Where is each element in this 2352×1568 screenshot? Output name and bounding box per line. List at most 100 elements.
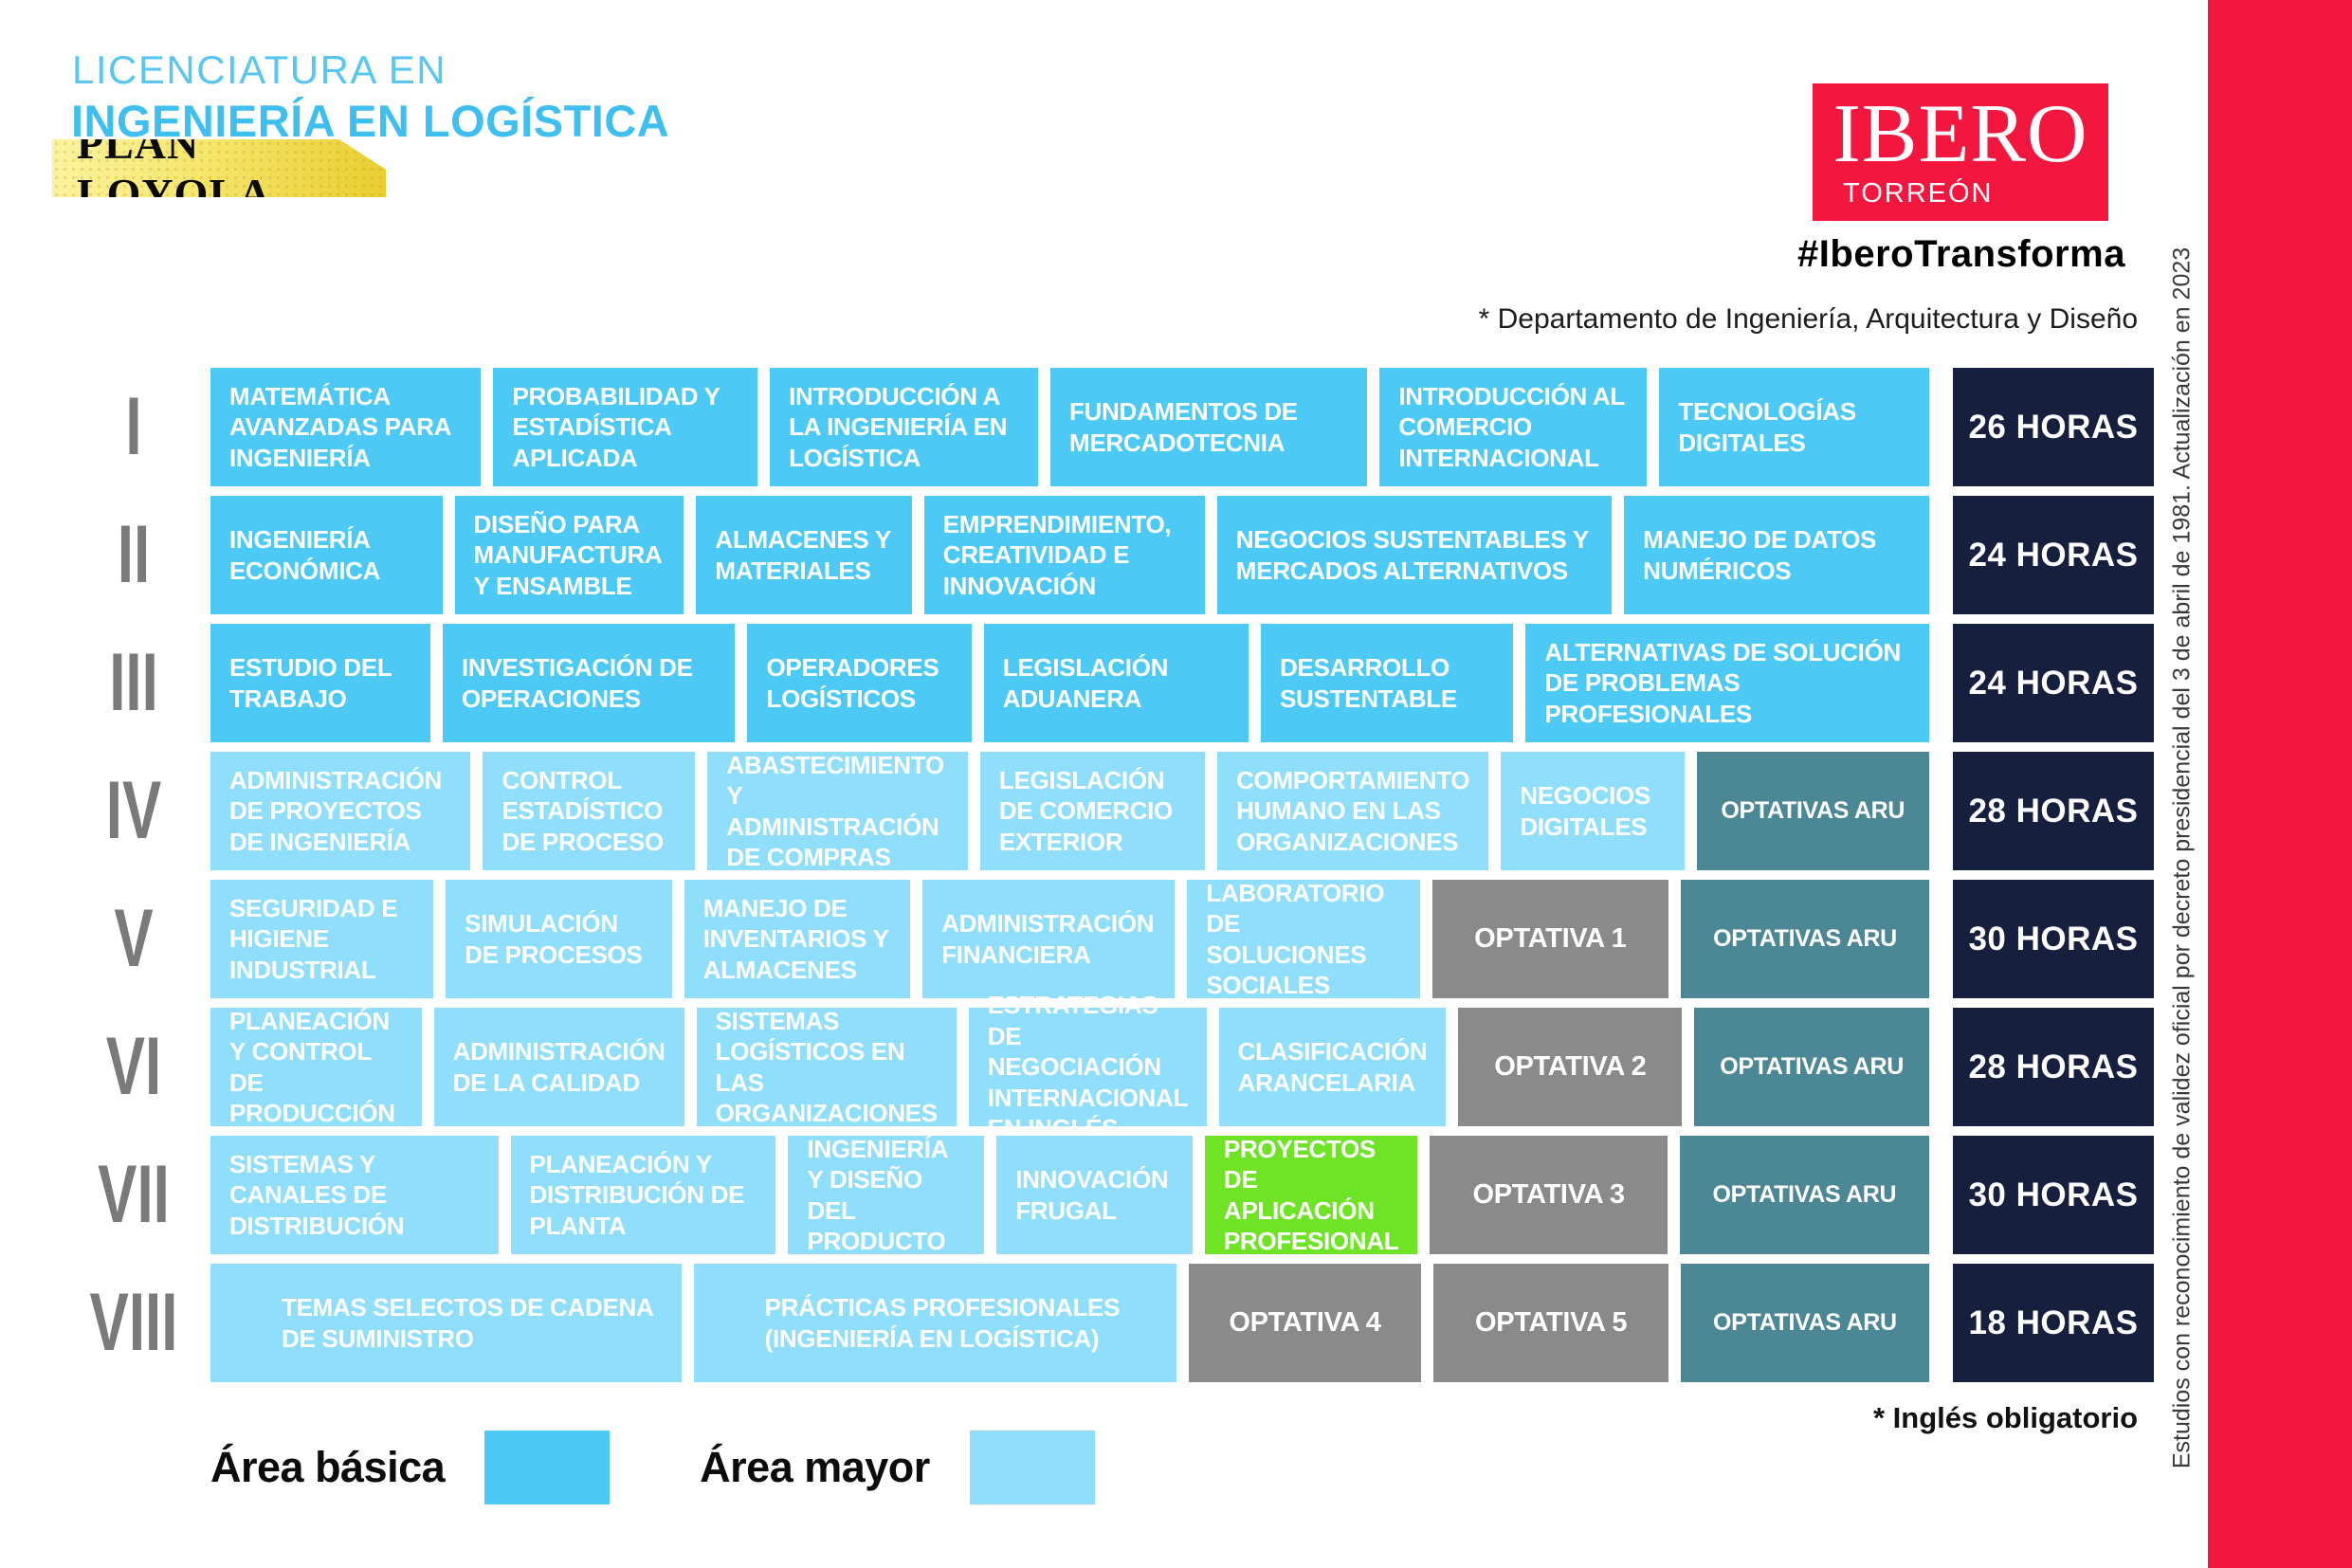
course-block: OPTATIVA 2 [1458,1008,1683,1126]
semester-hours: 28 HORAS [1953,1008,2154,1126]
semester-row: I MATEMÁTICA AVANZADAS PARA INGENIERÍA PRO… [57,368,2154,486]
semester-courses: SEGURIDAD E HIGIENE INDUSTRIAL SIMULACIÓN… [210,879,1929,999]
course-block: MATEMÁTICA AVANZADAS PARA INGENIERÍA [210,368,482,486]
course-block: NEGOCIOS SUSTENTABLES Y MERCADOS ALTERNA… [1216,496,1613,614]
course-block: CLASIFICACIÓN ARANCELARIA [1218,1008,1447,1126]
semester-hours: 24 HORAS [1953,624,2154,742]
semester-row: VII SISTEMAS Y CANALES DE DISTRIBUCIÓN PLA… [57,1135,2154,1255]
course-block: ESTRATEGIAS DE NEGOCIACIÓN INTERNACIONAL… [968,991,1207,1142]
semester-row: IV ADMINISTRACIÓN DE PROYECTOS DE INGENIE… [57,751,2154,871]
semester-hours: 26 HORAS [1953,368,2154,486]
course-block: ALTERNATIVAS DE SOLUCIÓN DE PROBLEMAS PR… [1525,624,1929,742]
course-block: SIMULACIÓN DE PROCESOS [446,880,672,998]
semester-row: II INGENIERÍA ECONÓMICA DISEÑO PARA MANUFA… [57,496,2154,614]
legend-label-mayor: Área mayor [700,1443,930,1491]
degree-prefix: LICENCIATURA EN [72,47,447,92]
course-block: INTRODUCCIÓN AL COMERCIO INTERNACIONAL [1379,368,1648,486]
semester-row: VI PLANEACIÓN Y CONTROL DE PRODUCCIÓN ADMI… [57,991,2154,1142]
english-footnote: * Inglés obligatorio [1872,1401,2138,1434]
course-block: EMPRENDIMIENTO, CREATIVIDAD E INNOVACIÓN [923,496,1205,614]
course-block: ADMINISTRACIÓN DE LA CALIDAD [433,1008,684,1126]
course-block: PROBABILIDAD Y ESTADÍSTICA APLICADA [493,368,758,486]
course-block: PLANEACIÓN Y DISTRIBUCIÓN DE PLANTA [510,1136,776,1254]
course-block: INGENIERÍA Y DISEÑO DEL PRODUCTO [788,1135,985,1255]
semester-hours: 28 HORAS [1953,752,2154,870]
semester-numeral: VI [105,1021,162,1112]
course-block: PROYECTOS DE APLICACIÓN PROFESIONAL [1204,1135,1418,1255]
degree-name: INGENIERÍA EN LOGÍSTICA [71,96,670,146]
course-block: ESTUDIO DEL TRABAJO [210,624,430,742]
course-block: INVESTIGACIÓN DE OPERACIONES [442,624,736,742]
course-block: PLANEACIÓN Y CONTROL DE PRODUCCIÓN [210,1007,422,1127]
course-block: OPTATIVAS ARU [1681,880,1929,998]
course-block: MANEJO DE INVENTARIOS Y ALMACENES [684,880,911,998]
course-block: OPTATIVAS ARU [1694,1008,1929,1126]
ibero-logo: IBERO TORREÓN [1813,83,2108,221]
row-spacer [1929,624,1953,742]
legend-swatch-basica [484,1431,611,1504]
course-block: OPTATIVAS ARU [1679,1136,1929,1254]
row-spacer [1929,880,1953,998]
row-spacer [1929,1008,1953,1126]
course-block: OPERADORES LOGÍSTICOS [747,624,972,742]
semester-numeral: II [117,509,151,600]
course-block: ALMACENES Y MATERIALES [696,496,912,614]
course-block: INGENIERÍA ECONÓMICA [210,496,443,614]
semester-courses: TEMAS SELECTOS DE CADENA DE SUMINISTRO PR… [210,1264,1929,1382]
course-block: NEGOCIOS DIGITALES [1501,752,1685,870]
semester-courses: SISTEMAS Y CANALES DE DISTRIBUCIÓN PLANEA… [210,1135,1929,1255]
row-spacer [1929,752,1953,870]
semester-row: VIII TEMAS SELECTOS DE CADENA DE SUMINIST… [57,1264,2154,1382]
course-block: DISEÑO PARA MANUFACTURA Y ENSAMBLE [454,496,684,614]
course-block: LEGISLACIÓN DE COMERCIO EXTERIOR [979,752,1206,870]
semester-numeral: VII [98,1149,170,1240]
course-block: TECNOLOGÍAS DIGITALES [1659,368,1929,486]
semester-row: III ESTUDIO DEL TRABAJO INVESTIGACIÓN DE O… [57,624,2154,742]
course-block: DESARROLLO SUSTENTABLE [1261,624,1514,742]
course-block: LEGISLACIÓN ADUANERA [983,624,1249,742]
row-spacer [1929,1264,1953,1382]
semester-courses: ADMINISTRACIÓN DE PROYECTOS DE INGENIERÍ… [210,751,1929,871]
course-block: INTRODUCCIÓN A LA INGENIERÍA EN LOGÍSTIC… [770,368,1038,486]
semester-hours: 18 HORAS [1953,1264,2154,1382]
course-block: SEGURIDAD E HIGIENE INDUSTRIAL [210,880,434,998]
course-block: FUNDAMENTOS DE MERCADOTECNIA [1049,368,1368,486]
course-block: PRÁCTICAS PROFESIONALES (INGENIERÍA EN L… [693,1264,1176,1382]
ibero-logo-wordmark: IBERO [1832,88,2088,180]
legend: Área básica Área mayor [210,1430,1095,1505]
semester-numeral: VIII [89,1277,178,1368]
course-block: SISTEMAS LOGÍSTICOS EN LAS ORGANIZACIONE… [696,1007,957,1127]
course-block: ADMINISTRACIÓN FINANCIERA [922,880,1176,998]
department-note: * Departamento de Ingeniería, Arquitectu… [1478,303,2138,335]
semester-numeral: I [125,381,142,472]
course-block: ABASTECIMIENTO Y ADMINISTRACIÓN DE COMPR… [707,751,968,871]
semester-hours: 30 HORAS [1953,880,2154,998]
ibero-logo-campus: TORREÓN [1843,178,1994,209]
course-block: TEMAS SELECTOS DE CADENA DE SUMINISTRO [210,1264,682,1382]
legend-label-basica: Área básica [210,1443,446,1491]
course-block: OPTATIVA 5 [1433,1264,1668,1382]
semester-courses: INGENIERÍA ECONÓMICA DISEÑO PARA MANUFACT… [210,496,1929,614]
course-block: OPTATIVA 3 [1430,1136,1668,1254]
course-block: OPTATIVAS ARU [1696,752,1929,870]
row-spacer [1929,1136,1953,1254]
course-block: COMPORTAMIENTO HUMANO EN LAS ORGANIZACIO… [1217,752,1489,870]
row-spacer [1929,496,1953,614]
semester-hours: 30 HORAS [1953,1136,2154,1254]
legend-swatch-mayor [969,1431,1095,1504]
official-validity-note: Estudios con reconocimiento de validez o… [2168,246,2196,1469]
semester-courses: ESTUDIO DEL TRABAJO INVESTIGACIÓN DE OPER… [210,624,1929,742]
plan-loyola-label: PLAN LOYOLA [77,119,272,218]
course-block: ADMINISTRACIÓN DE PROYECTOS DE INGENIERÍ… [210,752,471,870]
course-block: OPTATIVA 1 [1431,880,1668,998]
semester-numeral: III [109,637,158,728]
red-edge-bar [2208,0,2352,1568]
course-block: LABORATORIO DE SOLUCIONES SOCIALES [1187,879,1420,999]
semester-hours: 24 HORAS [1953,496,2154,614]
semester-courses: MATEMÁTICA AVANZADAS PARA INGENIERÍA PROB… [210,368,1929,486]
plan-loyola-banner: PLAN LOYOLA [52,139,386,197]
course-block: MANEJO DE DATOS NUMÉRICOS [1624,496,1929,614]
row-spacer [1929,368,1953,486]
semester-numeral: V [114,893,154,984]
semester-courses: PLANEACIÓN Y CONTROL DE PRODUCCIÓN ADMINI… [210,991,1929,1142]
